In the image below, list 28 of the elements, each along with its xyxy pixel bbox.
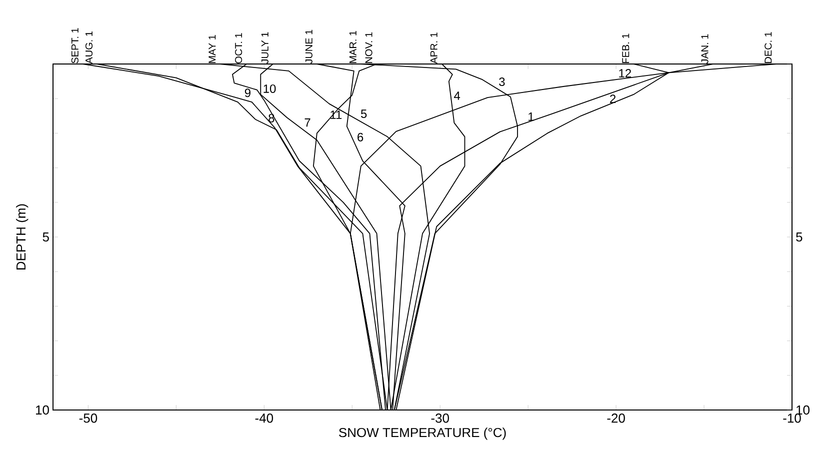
series-label: 7 bbox=[304, 118, 310, 127]
y2-tick-label: 5 bbox=[796, 232, 802, 242]
y-axis-title: DEPTH (m) bbox=[16, 204, 28, 270]
annotation: JAN. 1 bbox=[701, 34, 708, 64]
x-tick-label: -50 bbox=[79, 414, 98, 423]
series-label: 4 bbox=[454, 92, 460, 100]
annotation: SEPT. 1 bbox=[71, 28, 78, 64]
series-label: 9 bbox=[244, 88, 250, 98]
y2-tick-label: 10 bbox=[796, 405, 810, 415]
series-label: 3 bbox=[499, 78, 505, 86]
series-label: 6 bbox=[358, 132, 364, 142]
annotation: DEC. 1 bbox=[764, 32, 772, 63]
series-label: 5 bbox=[360, 110, 367, 118]
x-axis-title: SNOW TEMPERATURE (°C) bbox=[339, 428, 506, 440]
annotation: JUNE 1 bbox=[305, 30, 312, 64]
annotation: NOV. 1 bbox=[365, 32, 372, 63]
x-tick-label: -30 bbox=[431, 414, 449, 423]
x-tick-label: -40 bbox=[255, 414, 274, 423]
x-tick-label: -20 bbox=[607, 414, 625, 423]
annotation: MAR. 1 bbox=[349, 30, 356, 63]
annotation: OCT. 1 bbox=[235, 33, 242, 64]
series-label: 10 bbox=[264, 84, 276, 93]
annotation: AUG. 1 bbox=[85, 32, 93, 64]
annotation: JULY 1 bbox=[261, 32, 268, 64]
series-label: 12 bbox=[619, 69, 631, 78]
annotation: FEB. 1 bbox=[622, 34, 630, 63]
annotation: MAY 1 bbox=[208, 35, 216, 63]
annotation: APR. 1 bbox=[430, 32, 438, 64]
